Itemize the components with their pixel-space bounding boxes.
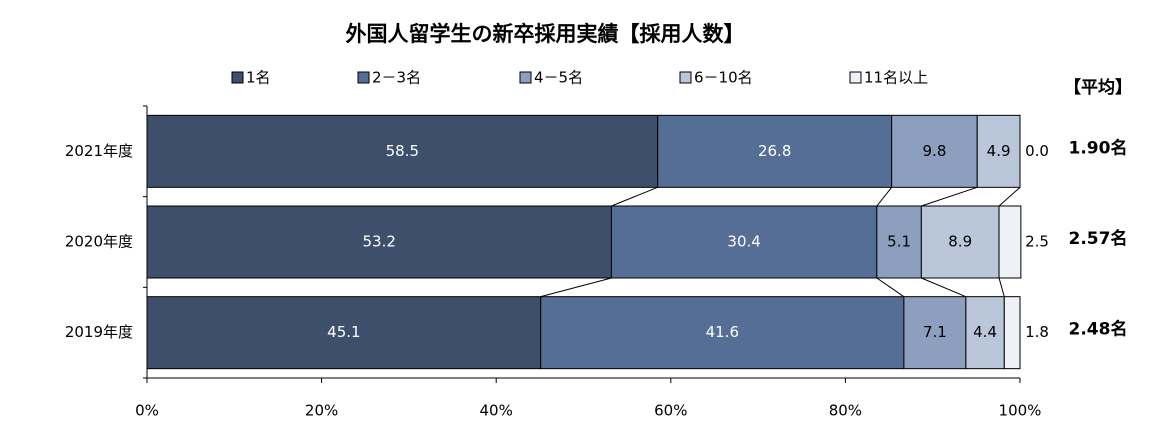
bar-segment [998,205,1022,279]
bar-segment [976,114,1021,188]
bar-segment [146,296,542,370]
data-label: 26.8 [758,142,791,160]
x-tick-label: 40% [480,402,513,420]
bar-segment [540,296,905,370]
y-tick-label: 2019年度 [65,323,133,341]
bar-segment [876,205,922,279]
chart-title: 外国人留学生の新卒採用実績【採用人数】 [346,22,745,46]
bar-segment [146,205,612,279]
series-line [998,186,1021,207]
legend-label: 1名 [246,69,271,87]
data-label: 1.8 [1025,323,1049,341]
x-tick-label: 80% [829,402,862,420]
series-line [998,277,1005,297]
series-line [540,277,612,298]
legend-swatch [849,71,862,84]
average-label: 1.90名 [1069,137,1128,158]
data-label: 8.9 [948,233,972,251]
legend-label: 2－3名 [372,69,421,87]
data-label: 7.1 [923,323,947,341]
bar-segment [610,205,878,279]
data-label: 9.8 [923,142,947,160]
average-label: 2.57名 [1069,228,1128,249]
average-title: 【平均】 [1064,77,1132,98]
x-tick-label: 60% [654,402,687,420]
bar-segment [146,114,659,188]
data-label: 58.5 [386,142,419,160]
legend-swatch [357,71,370,84]
series-line [876,187,893,207]
data-label: 5.1 [887,233,911,251]
series-line [921,277,967,298]
data-label: 2.5 [1025,233,1049,251]
y-tick-label: 2020年度 [65,233,133,251]
data-label: 53.2 [363,233,396,251]
bar-segment [903,296,967,370]
x-tick-label: 20% [305,402,338,420]
data-label: 30.4 [727,233,760,251]
average-label: 2.48名 [1069,319,1128,340]
legend-swatch [519,71,532,84]
bar-segment [657,114,893,188]
bar-segment [1003,296,1021,370]
bar-segment [891,114,978,188]
data-label: 4.9 [987,142,1011,160]
legend-label: 6－10名 [694,69,753,87]
series-line [876,277,905,298]
data-label: 0.0 [1025,142,1049,160]
data-label: 4.4 [973,323,997,341]
legend-swatch [679,71,692,84]
data-label: 41.6 [706,323,739,341]
data-label: 45.1 [327,323,360,341]
legend-label: 4－5名 [534,69,583,87]
legend-swatch [231,71,244,84]
x-tick-label: 100% [999,402,1042,420]
x-tick-label: 0% [135,402,159,420]
y-tick-label: 2021年度 [65,142,133,160]
legend-label: 11名以上 [864,69,928,87]
series-line [611,186,658,207]
series-line [921,186,978,207]
